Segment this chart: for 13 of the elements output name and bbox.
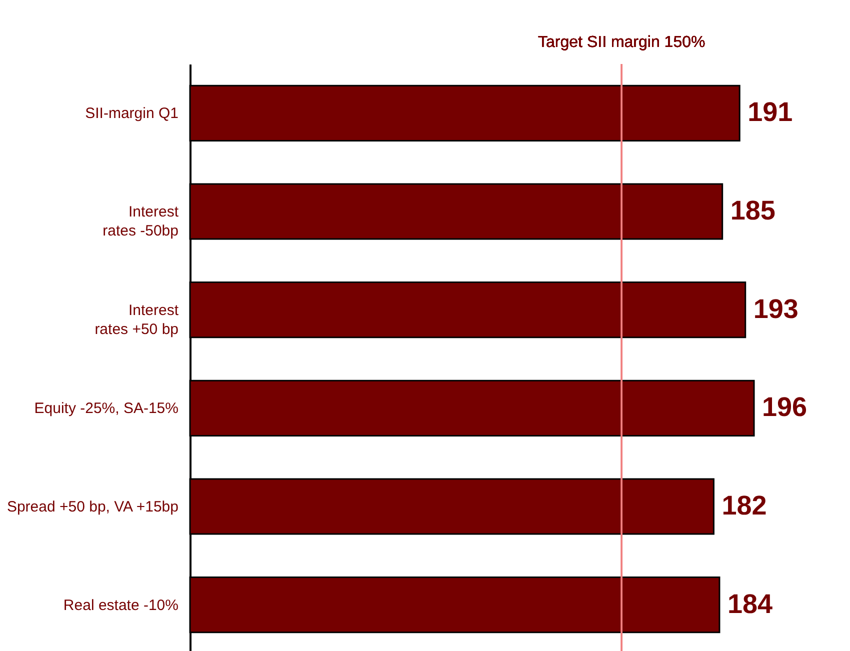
data-label: 184 xyxy=(727,588,773,619)
data-label: 191 xyxy=(748,97,793,128)
y-tick-label: Equity -25%, SA-15% xyxy=(34,400,178,418)
y-tick-label: Spread +50 bp, VA +15bp xyxy=(6,498,178,516)
data-label: 185 xyxy=(730,196,776,226)
y-tick-label: Interest rates +50 bp xyxy=(94,302,180,338)
data-label: 182 xyxy=(722,490,767,520)
y-tick-label: Interest rates -50bp xyxy=(102,204,180,240)
y-tick-label: Real estate -10% xyxy=(63,596,178,614)
data-label: 193 xyxy=(753,294,798,324)
y-tick-label: SII-margin Q1 xyxy=(85,105,178,122)
data-label: 196 xyxy=(762,392,808,422)
ref-line-label: Target SII margin 150% xyxy=(538,34,706,51)
